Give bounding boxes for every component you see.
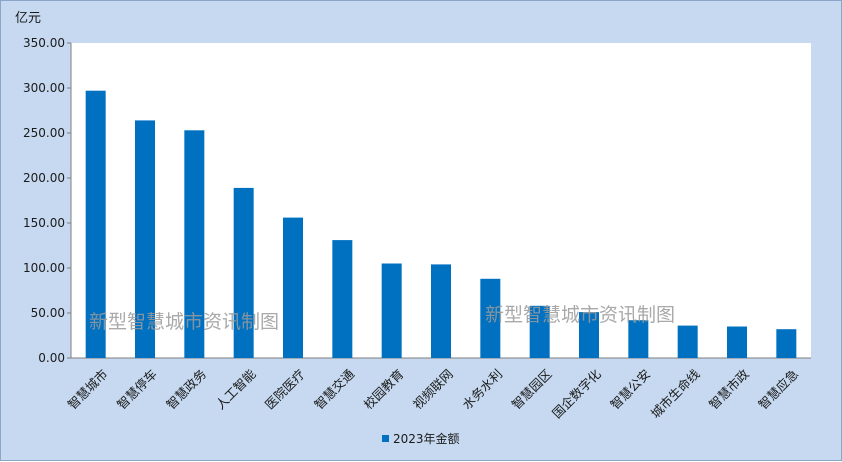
legend-label: 2023年金额 xyxy=(393,431,460,446)
x-category-label: 国企数字化 xyxy=(549,366,604,421)
legend: 2023年金额 xyxy=(382,431,460,446)
x-category-label: 智慧政务 xyxy=(163,366,209,412)
x-category-label: 智慧园区 xyxy=(509,366,555,412)
x-category-label: 水务水利 xyxy=(459,366,505,412)
x-category-label: 智慧市政 xyxy=(706,366,752,412)
bar xyxy=(727,326,747,358)
x-category-label: 人工智能 xyxy=(213,366,259,412)
bar xyxy=(431,264,451,358)
bar xyxy=(480,278,501,358)
bar xyxy=(233,187,254,358)
y-tick-label: 0.00 xyxy=(38,351,65,365)
x-category-label: 城市生命线 xyxy=(648,366,703,421)
y-tick-label: 100.00 xyxy=(23,261,65,275)
bar xyxy=(776,329,797,358)
bar xyxy=(529,305,550,358)
bar xyxy=(579,312,599,358)
x-category-label: 智慧城市 xyxy=(65,366,111,412)
x-category-label: 智慧交通 xyxy=(311,366,357,412)
bar xyxy=(332,240,353,358)
y-tick-label: 250.00 xyxy=(23,126,65,140)
y-tick-label: 200.00 xyxy=(23,171,65,185)
bar xyxy=(283,217,303,358)
x-category-label: 校园教育 xyxy=(361,366,407,412)
y-tick-label: 50.00 xyxy=(31,306,65,320)
bar xyxy=(381,263,402,358)
x-category-label: 智慧停车 xyxy=(114,366,160,412)
bar xyxy=(184,130,205,358)
x-category-label: 医院医疗 xyxy=(262,366,308,412)
y-axis-unit: 亿元 xyxy=(15,11,41,26)
watermark-right: 新型智慧城市资讯制图 xyxy=(485,304,675,326)
y-tick-label: 150.00 xyxy=(23,216,65,230)
bar xyxy=(85,90,106,358)
legend-swatch xyxy=(382,435,389,442)
watermark-left: 新型智慧城市资讯制图 xyxy=(89,311,279,333)
bar xyxy=(135,120,155,359)
x-category-label: 视频联网 xyxy=(410,366,456,412)
y-tick-label: 350.00 xyxy=(23,36,65,50)
x-category-label: 智慧应急 xyxy=(755,366,801,412)
bar xyxy=(677,325,698,358)
bar xyxy=(628,320,649,358)
y-tick-label: 300.00 xyxy=(23,81,65,95)
x-category-label: 智慧公安 xyxy=(607,366,653,412)
